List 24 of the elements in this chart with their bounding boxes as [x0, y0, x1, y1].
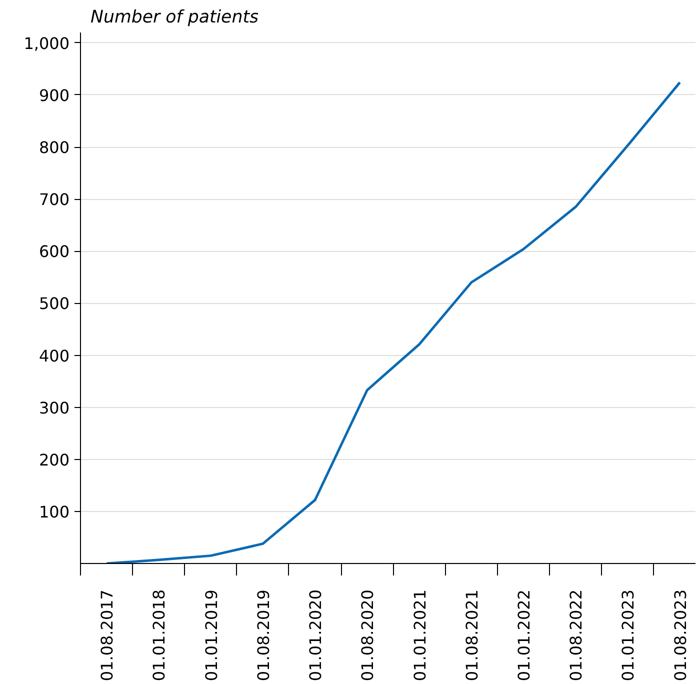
- x-tick-label: 01.01.2023: [618, 590, 638, 682]
- x-tick-label: 01.01.2021: [410, 590, 430, 682]
- x-tick-label: 01.01.2020: [306, 590, 326, 682]
- y-tick-label: 800: [38, 138, 70, 158]
- y-tick-label: 700: [38, 190, 70, 210]
- y-tick-label: 600: [38, 242, 70, 262]
- x-tick-label: 01.08.2022: [566, 590, 586, 682]
- y-axis-title: Number of patients: [90, 8, 259, 28]
- y-tick-label: 900: [38, 86, 70, 105]
- y-tick-label: 1,000: [24, 34, 70, 53]
- x-tick-label: 01.01.2018: [150, 590, 169, 682]
- x-tick-label: 01.08.2019: [254, 590, 273, 682]
- line-series: [105, 81, 682, 564]
- y-tick-label: 500: [38, 294, 70, 314]
- x-tick-label: 01.08.2021: [462, 590, 482, 682]
- x-tick-label: 01.08.2020: [358, 590, 378, 682]
- x-tick-label: 01.08.2023: [670, 590, 690, 682]
- x-tick-label: 01.01.2022: [514, 590, 534, 682]
- y-tick-label: 100: [38, 502, 70, 522]
- x-tick-label: 01.08.2017: [98, 590, 117, 682]
- y-tick-label: 300: [38, 398, 70, 418]
- x-tick-label: 01.01.2019: [202, 590, 221, 682]
- y-tick-label: 400: [38, 346, 70, 366]
- y-tick-label: 200: [38, 450, 70, 470]
